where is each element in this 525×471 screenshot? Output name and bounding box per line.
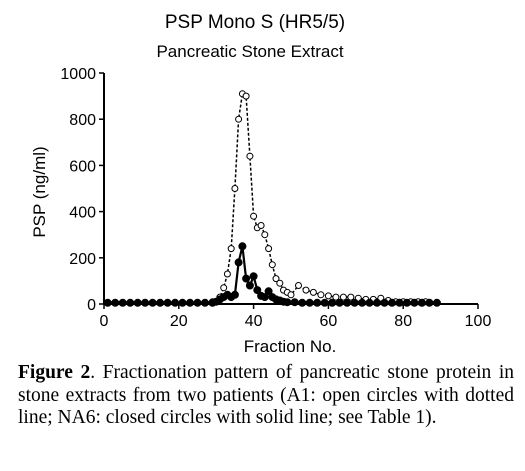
chart-title: PSP Mono S (HR5/5) [165, 12, 345, 33]
series-1-point [246, 152, 254, 160]
series-1-point [268, 261, 276, 269]
series-2-point [242, 274, 251, 283]
series-2-point [395, 298, 404, 307]
series-1-point [332, 293, 340, 301]
series-2-point [358, 298, 367, 307]
series-2-point [118, 298, 127, 307]
series-2-point [305, 298, 314, 307]
series-1-point [309, 288, 317, 296]
series-2-point [328, 298, 337, 307]
series-2-point [111, 298, 120, 307]
series-2-point [365, 298, 374, 307]
series-2-point [432, 298, 441, 307]
x-tick-label-40: 40 [245, 313, 263, 330]
series-1-point [242, 92, 250, 100]
series-1-point [265, 245, 273, 253]
series-2-point [380, 298, 389, 307]
series-1-point [302, 286, 310, 294]
series-2-point [156, 298, 165, 307]
series-1-point [339, 293, 347, 301]
series-2-point [320, 298, 329, 307]
series-1-point [250, 212, 258, 220]
series-2-point [185, 298, 194, 307]
series-2-point [193, 298, 202, 307]
x-tick-label-80: 80 [394, 313, 412, 330]
y-tick-label-400: 400 [69, 205, 96, 222]
series-2-point [335, 298, 344, 307]
series-2-point [402, 298, 411, 307]
series-1-point [324, 292, 332, 300]
series-2-point [417, 298, 426, 307]
series-1-point [295, 282, 302, 289]
y-tick-label-0: 0 [87, 297, 96, 314]
series-1-point [347, 293, 355, 301]
series-2-point [126, 298, 135, 307]
series-2-point [238, 242, 247, 251]
series-1-point [220, 284, 228, 292]
chart-subtitle: Pancreatic Stone Extract [156, 42, 343, 61]
series-1-point [231, 185, 239, 192]
series-1-point [223, 270, 231, 278]
series-2-point [350, 298, 359, 307]
y-axis-label: PSP (ng/ml) [30, 146, 49, 237]
y-tick-label-1000: 1000 [60, 66, 96, 83]
series-1-point [261, 231, 269, 239]
series-2-point [283, 298, 292, 307]
series-1-point [317, 291, 325, 299]
series-2-point [425, 298, 434, 307]
x-tick-label-100: 100 [465, 313, 492, 330]
series-2-point [163, 298, 172, 307]
series-2-point [200, 298, 209, 307]
series-2-point [387, 298, 396, 307]
series-2-point [245, 281, 254, 290]
x-axis-label: Fraction No. [244, 337, 337, 356]
series-2-point [103, 298, 112, 307]
series-1-line [107, 92, 426, 304]
series-1-point [276, 279, 284, 287]
y-tick-label-200: 200 [69, 251, 96, 268]
series-2-point [264, 287, 273, 296]
series-2-point [234, 258, 243, 267]
series-2-point [298, 298, 307, 307]
caption-label: Figure 2 [18, 362, 91, 383]
series-2-point [253, 286, 262, 295]
series-2-point [230, 290, 239, 299]
y-tick-label-600: 600 [69, 158, 96, 175]
x-tick-label-0: 0 [100, 313, 109, 330]
figure-caption: Figure 2. Fractionation pattern of pancr… [18, 362, 514, 430]
x-tick-label-60: 60 [320, 313, 338, 330]
series-2-point [343, 298, 352, 307]
y-tick-label-800: 800 [69, 112, 96, 129]
chart: PSP Mono S (HR5/5) Pancreatic Stone Extr… [30, 12, 491, 356]
series-2-point [141, 298, 150, 307]
series-2-point [249, 272, 258, 281]
series-1-point [272, 275, 280, 283]
series-2-point [178, 298, 187, 307]
series-2-point [290, 298, 299, 307]
plot-area: 0 200 400 600 800 1000 0 20 40 60 80 100 [60, 66, 491, 330]
series-2-point [148, 298, 157, 307]
x-tick-label-20: 20 [170, 313, 188, 330]
series-2-point [372, 298, 381, 307]
series-1-point [257, 222, 265, 229]
series-1-point [227, 245, 235, 253]
series-2-point [410, 298, 419, 307]
series-2-point [133, 298, 142, 307]
series-1-point [235, 115, 243, 123]
series-2-point [313, 298, 322, 307]
caption-text: . Fractionation pattern of pancreatic st… [18, 362, 514, 428]
series-1-point [287, 291, 295, 299]
series-2-point [171, 298, 180, 307]
